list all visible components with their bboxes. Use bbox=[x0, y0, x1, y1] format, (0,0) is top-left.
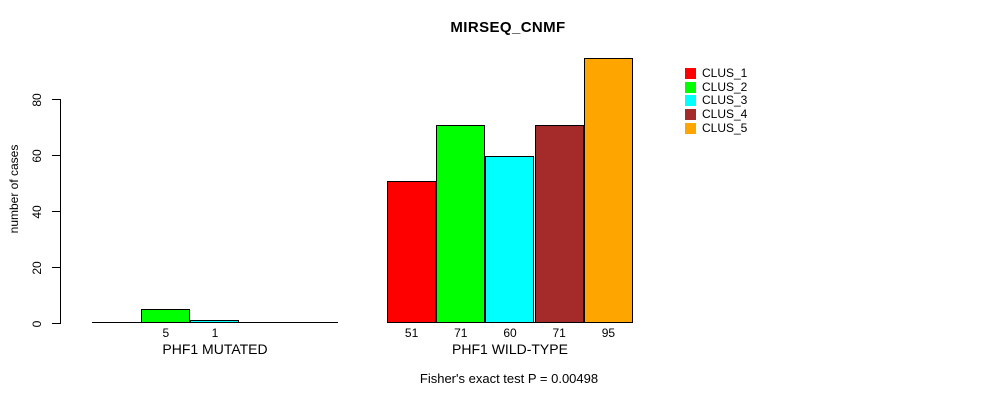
x-axis-group-label: PHF1 MUTATED bbox=[162, 341, 268, 357]
bar-value-label: 60 bbox=[503, 326, 517, 340]
y-tick-label: 60 bbox=[30, 148, 44, 163]
chart-title: MIRSEQ_CNMF bbox=[450, 19, 566, 36]
legend-label: CLUS_5 bbox=[702, 121, 748, 135]
bar-clus_5 bbox=[584, 58, 633, 323]
bar-clus_3 bbox=[485, 156, 534, 323]
bar-clus_4 bbox=[535, 125, 584, 323]
annotation-text: Fisher's exact test P = 0.00498 bbox=[419, 371, 599, 386]
legend-swatch-clus_2 bbox=[685, 81, 696, 93]
bar-value-label: 71 bbox=[454, 326, 468, 340]
y-tick-label: 20 bbox=[30, 260, 44, 275]
y-tick-mark bbox=[52, 323, 60, 324]
legend-swatch-clus_5 bbox=[685, 122, 696, 134]
y-axis-line bbox=[60, 99, 61, 324]
y-axis-label: number of cases bbox=[7, 144, 21, 234]
legend-swatch-clus_3 bbox=[685, 94, 696, 106]
legend-swatch-clus_1 bbox=[685, 67, 696, 79]
y-tick-mark bbox=[52, 99, 60, 100]
legend-label: CLUS_1 bbox=[702, 66, 748, 80]
legend-label: CLUS_2 bbox=[702, 80, 748, 94]
x-axis-group-label: PHF1 WILD-TYPE bbox=[452, 341, 568, 357]
legend-item: CLUS_5 bbox=[685, 121, 747, 135]
bar-value-label: 5 bbox=[162, 326, 170, 340]
bar-value-label: 95 bbox=[601, 326, 616, 340]
y-tick-mark bbox=[52, 211, 60, 212]
bar-clus_3 bbox=[190, 320, 239, 323]
y-tick-label: 0 bbox=[30, 320, 44, 327]
legend-item: CLUS_1 bbox=[685, 66, 747, 80]
legend-item: CLUS_3 bbox=[685, 93, 747, 107]
legend-swatch-clus_4 bbox=[685, 108, 696, 120]
y-tick-label: 40 bbox=[30, 204, 44, 219]
legend-label: CLUS_4 bbox=[702, 107, 748, 121]
legend-label: CLUS_3 bbox=[702, 93, 748, 107]
bar-value-label: 1 bbox=[211, 326, 219, 340]
legend-item: CLUS_4 bbox=[685, 107, 747, 121]
y-tick-mark bbox=[52, 267, 60, 268]
y-tick-label: 80 bbox=[30, 92, 44, 107]
bar-clus_2 bbox=[141, 309, 190, 323]
y-tick-mark bbox=[52, 155, 60, 156]
bar-clus_1 bbox=[387, 181, 436, 323]
bar-value-label: 71 bbox=[552, 326, 566, 340]
bar-value-label: 51 bbox=[404, 326, 419, 340]
bar-clus_2 bbox=[436, 125, 485, 323]
legend-item: CLUS_2 bbox=[685, 80, 747, 94]
